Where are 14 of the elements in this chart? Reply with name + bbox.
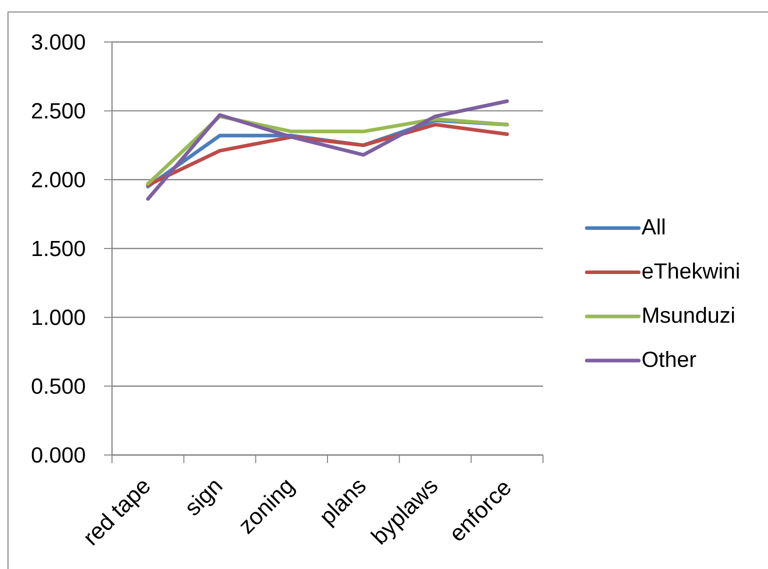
legend-label: All	[642, 218, 664, 234]
line-series	[146, 99, 509, 201]
y-tick-label: 1.500	[32, 240, 85, 256]
x-tick-label: red tape	[85, 481, 150, 546]
legend-label: Other	[642, 350, 696, 368]
y-tick-label: 0.000	[32, 447, 85, 463]
y-tick-label: 2.000	[32, 172, 85, 188]
y-tick-label: 1.000	[32, 310, 85, 326]
y-tick-label: 3.000	[32, 34, 85, 50]
legend-label: Msunduzi	[643, 306, 734, 323]
legend-label: eThekwini	[642, 262, 739, 279]
y-tick-label: 0.500	[32, 378, 85, 394]
x-tick-label: sign	[188, 481, 223, 516]
y-tick-label: 2.500	[32, 103, 85, 119]
